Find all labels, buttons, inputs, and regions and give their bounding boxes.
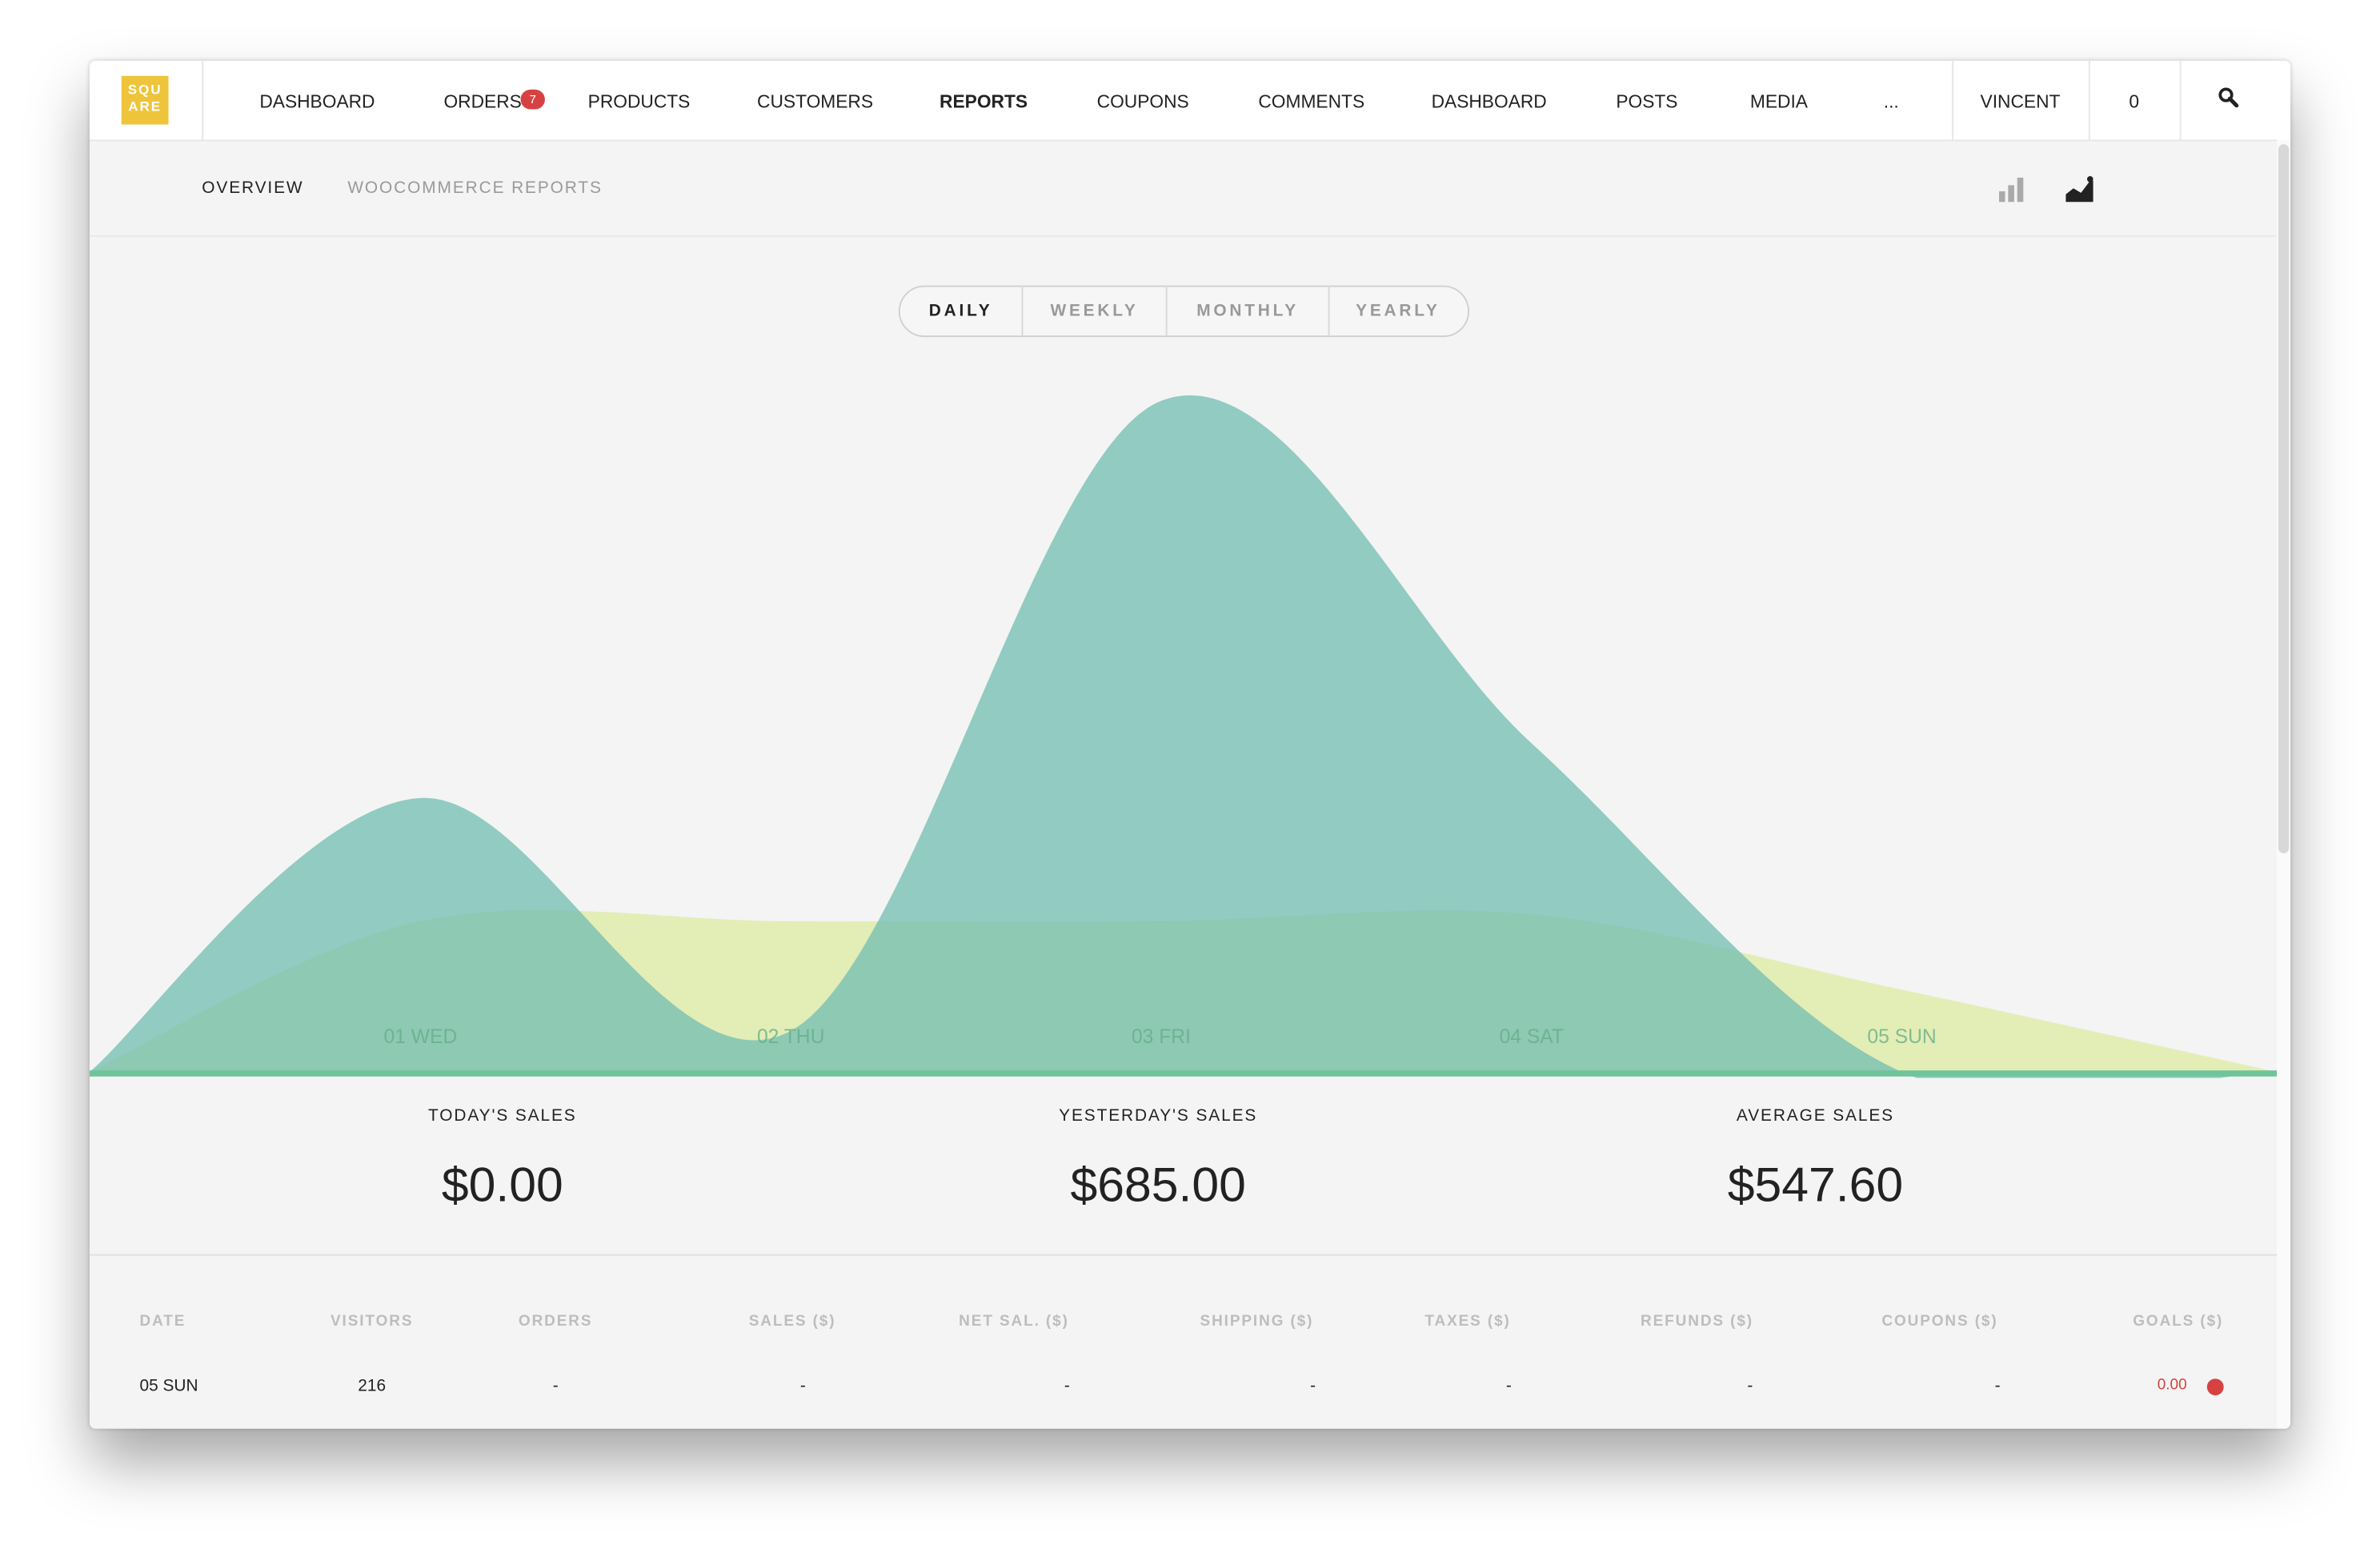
period-tab[interactable]: MONTHLY [1196, 302, 1299, 321]
nav-item[interactable]: ... [1883, 90, 1899, 113]
separator [1165, 285, 1168, 338]
table-cell: - [1994, 1377, 2001, 1396]
search-icon[interactable] [2218, 86, 2239, 108]
stat-value: $0.00 [441, 1157, 563, 1212]
scrollbar-thumb[interactable] [2278, 144, 2290, 853]
chart: 01 WED 02 THU 03 FRI 04 SAT 05 SUN [89, 395, 2278, 1078]
separator [1021, 285, 1024, 338]
table-cell: - [552, 1377, 559, 1396]
stat-label: TODAY'S SALES [428, 1106, 577, 1126]
window: SQU ARE DASHBOARD ORDERS 7 PRODUCTS CUSTO… [89, 60, 2291, 1429]
separator [2088, 60, 2090, 140]
column-header: DATE [139, 1313, 186, 1330]
period-tab[interactable]: YEARLY [1356, 302, 1440, 321]
subnav: OVERVIEW WOOCOMMERCE REPORTS [89, 139, 2278, 237]
nav-item[interactable]: POSTS [1616, 90, 1678, 113]
period-switch [898, 285, 1470, 338]
column-header: GOALS ($) [2133, 1313, 2224, 1330]
x-tick-label: 02 THU [757, 1026, 824, 1048]
separator [2179, 60, 2182, 140]
nav-item[interactable]: MEDIA [1749, 90, 1808, 113]
logo-text: SQU [127, 82, 162, 98]
table-cell: - [1747, 1377, 1753, 1396]
table-cell: - [799, 1377, 806, 1396]
table-cell: - [1310, 1377, 1316, 1396]
x-tick-label: 03 FRI [1132, 1026, 1191, 1048]
stat-value: $685.00 [1070, 1157, 1246, 1212]
goal-indicator [2206, 1378, 2224, 1396]
separator [1328, 285, 1330, 338]
x-tick-label: 05 SUN [1867, 1026, 1936, 1048]
column-header: TAXES ($) [1424, 1313, 1511, 1330]
separator [202, 60, 204, 140]
stat-label: YESTERDAY'S SALES [1059, 1106, 1258, 1126]
table-cell: - [1505, 1377, 1512, 1396]
user-menu[interactable]: VINCENT [1980, 90, 2061, 113]
nav-item[interactable]: ORDERS [443, 90, 522, 113]
header: SQU ARE DASHBOARD ORDERS 7 PRODUCTS CUSTO… [89, 60, 2291, 142]
column-header: NET SAL. ($) [959, 1313, 1069, 1330]
separator [1952, 60, 1954, 140]
area [89, 395, 2278, 1078]
period-tab[interactable]: DAILY [928, 302, 993, 321]
column-header: SHIPPING ($) [1200, 1313, 1314, 1330]
column-header: VISITORS [331, 1313, 414, 1330]
nav-item[interactable]: COMMENTS [1258, 90, 1365, 113]
logo-text: ARE [128, 98, 162, 114]
badge: 7 [520, 89, 545, 110]
table-cell: 0.00 [2157, 1377, 2187, 1395]
nav-item[interactable]: DASHBOARD [1431, 90, 1547, 113]
area-chart-icon[interactable] [2065, 175, 2095, 203]
nav-item[interactable]: CUSTOMERS [757, 90, 874, 113]
table-cell: 216 [358, 1377, 387, 1396]
table-cell: - [1064, 1377, 1070, 1396]
nav-item[interactable]: DASHBOARD [259, 90, 375, 113]
table-cell: 05 SUN [139, 1377, 198, 1396]
column-header: SALES ($) [748, 1313, 836, 1330]
nav-item[interactable]: REPORTS [940, 90, 1028, 113]
nav-item[interactable]: COUPONS [1096, 90, 1189, 113]
bar-chart-icon[interactable] [1998, 176, 2026, 203]
logo[interactable]: SQU ARE [121, 75, 169, 125]
nav-item[interactable]: PRODUCTS [587, 90, 691, 113]
stat-label: AVERAGE SALES [1736, 1106, 1894, 1126]
subnav-item[interactable]: WOOCOMMERCE REPORTS [347, 179, 603, 198]
x-tick-label: 01 WED [384, 1026, 458, 1048]
column-header: REFUNDS ($) [1641, 1313, 1754, 1330]
column-header: ORDERS [518, 1313, 593, 1330]
x-tick-label: 04 SAT [1500, 1026, 1564, 1048]
stat-value: $547.60 [1727, 1157, 1904, 1212]
column-header: COUPONS ($) [1881, 1313, 1998, 1330]
cart[interactable]: 0 [2129, 90, 2140, 113]
divider [89, 1254, 2278, 1256]
subnav-item[interactable]: OVERVIEW [202, 179, 304, 198]
baseline [89, 1070, 2278, 1077]
period-tab[interactable]: WEEKLY [1050, 302, 1139, 321]
